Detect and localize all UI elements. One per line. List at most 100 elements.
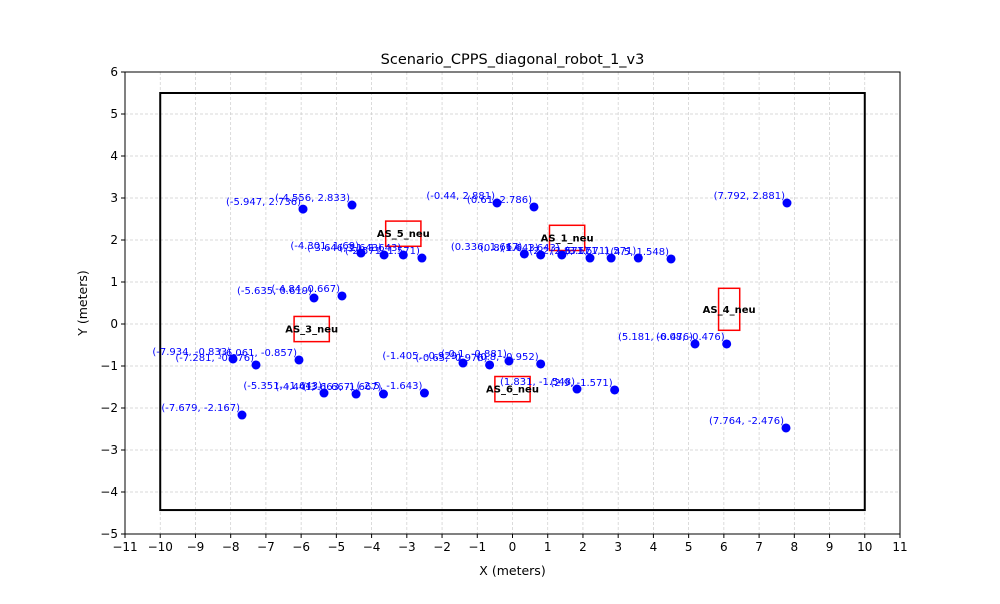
x-axis-label: X (meters) [479,563,545,578]
x-tick-label: −11 [112,540,137,554]
point-label: (-6.061, -0.857) [218,348,297,359]
point-label: (0.61, 2.786) [467,195,532,206]
station-label: AS_3_neu [285,325,338,336]
point-label: (-4.301, 1.69) [290,241,359,252]
point-label: (1.4, 1.643) [501,243,560,254]
data-point [379,250,389,260]
y-tick-label: −2 [100,401,118,415]
x-tick-label: −9 [187,540,205,554]
station-label: AS_5_neu [377,229,430,240]
station-box [494,375,531,403]
station-label: AS_6_neu [486,385,539,396]
x-tick-label: 0 [509,540,517,554]
data-point [519,249,529,259]
data-point [351,389,361,399]
data-point [504,356,514,366]
point-label: (-2.571, 1.571) [345,246,420,257]
data-point [781,423,791,433]
data-point [666,254,676,264]
x-tick-label: 10 [857,540,872,554]
station-box [548,224,586,252]
data-point [536,250,546,260]
point-label: (-4.441, -1.667) [275,382,354,393]
point-label: (0.8, -0.952) [476,352,538,363]
point-label: (-0.1, -0.881) [441,349,507,360]
workspace-boundary [159,92,866,512]
point-label: (-0.44, 2.881) [426,191,495,202]
point-label: (-2.5, -1.643) [357,381,423,392]
data-point [398,250,408,260]
x-tick-label: 3 [614,540,622,554]
x-tick-label: 11 [892,540,907,554]
point-label: (1.831, -1.548) [500,377,575,388]
point-label: (-3.1, 1.643) [339,243,401,254]
y-tick-label: −1 [100,359,118,373]
point-label: (-3.663, -1.667) [303,382,382,393]
data-point [319,388,329,398]
data-point [298,204,308,214]
x-tick-label: −6 [292,540,310,554]
y-tick-label: 1 [110,275,118,289]
point-label: (-7.934, -0.833) [152,347,231,358]
data-point [722,339,732,349]
data-point [610,385,620,395]
x-tick-label: −3 [398,540,416,554]
station-box [384,220,422,248]
station-box [293,315,331,343]
data-point [419,388,429,398]
y-axis-label: Y (meters) [75,270,90,336]
point-label: (-5.947, 2.736) [226,197,301,208]
x-tick-label: 7 [755,540,763,554]
x-tick-label: 2 [579,540,587,554]
data-point [485,360,495,370]
data-point [782,198,792,208]
data-point [536,359,546,369]
data-point [347,200,357,210]
x-tick-label: −1 [468,540,486,554]
point-label: (7.792, 2.881) [714,191,786,202]
point-label: (0.8, 1.643) [480,243,539,254]
data-point [606,253,616,263]
station-label: AS_4_neu [703,305,756,316]
x-tick-label: −10 [148,540,173,554]
y-tick-label: 4 [110,149,118,163]
station-box [717,287,741,332]
y-tick-label: −4 [100,485,118,499]
data-point [337,291,347,301]
y-tick-label: 6 [110,65,118,79]
point-label: (2.9, -1.571) [550,378,612,389]
data-point [251,360,261,370]
data-point [529,202,539,212]
x-tick-label: −2 [433,540,451,554]
data-point [417,253,427,263]
x-tick-label: 6 [720,540,728,554]
y-tick-label: −3 [100,443,118,457]
chart-title: Scenario_CPPS_diagonal_robot_1_v3 [381,52,645,68]
y-tick-label: 2 [110,233,118,247]
y-tick-label: 0 [110,317,118,331]
y-tick-label: −5 [100,527,118,541]
x-tick-label: −7 [257,540,275,554]
data-point [309,293,319,303]
point-label: (6.08, -0.476) [656,332,725,343]
data-point [228,354,238,364]
point-label: (0.336, 1.667) [451,242,523,253]
x-tick-label: 5 [685,540,693,554]
point-label: (-1.405, -0.929) [382,351,461,362]
data-points: (-5.947, 2.736)(-4.556, 2.833) (-0.44, 2.… [152,191,792,433]
point-label: (-4.556, 2.833) [275,193,350,204]
data-point [294,355,304,365]
data-point [585,253,595,263]
y-tick-label: 3 [110,191,118,205]
point-label: (-5.351, -1.643) [243,381,322,392]
x-tick-label: 9 [826,540,834,554]
point-label: (-3.646, 1.643) [307,243,382,254]
point-label: (-7.679, -2.167) [161,403,240,414]
point-label: (7.764, -2.476) [709,416,784,427]
station-label: AS_1_neu [541,233,594,244]
point-label: (4.5, 1.548) [610,247,669,258]
point-label: (5.181, -0.476) [618,332,693,343]
data-point [572,384,582,394]
y-tick-label: 5 [110,107,118,121]
